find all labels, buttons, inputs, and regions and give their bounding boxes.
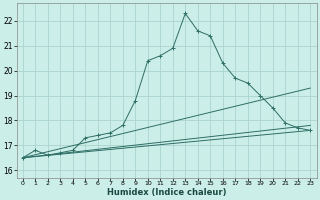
X-axis label: Humidex (Indice chaleur): Humidex (Indice chaleur) — [107, 188, 226, 197]
